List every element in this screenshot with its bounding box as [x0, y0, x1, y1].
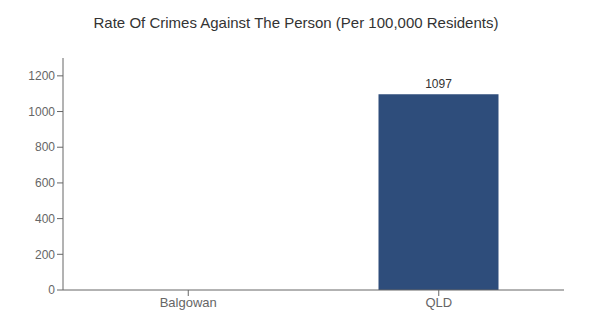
svg-text:600: 600 — [35, 176, 55, 190]
svg-text:QLD: QLD — [425, 295, 452, 310]
svg-text:200: 200 — [35, 248, 55, 262]
html-text:Rate Of Crimes Against The Per: Rate Of Crimes Against The Person (Per 1… — [93, 14, 499, 31]
svg-text:Balgowan: Balgowan — [160, 295, 217, 310]
svg-text:1000: 1000 — [28, 105, 55, 119]
svg-text:1097: 1097 — [425, 77, 452, 91]
svg-text:800: 800 — [35, 140, 55, 154]
svg-text:0: 0 — [48, 283, 55, 297]
svg-text:400: 400 — [35, 212, 55, 226]
svg-text:1200: 1200 — [28, 69, 55, 83]
